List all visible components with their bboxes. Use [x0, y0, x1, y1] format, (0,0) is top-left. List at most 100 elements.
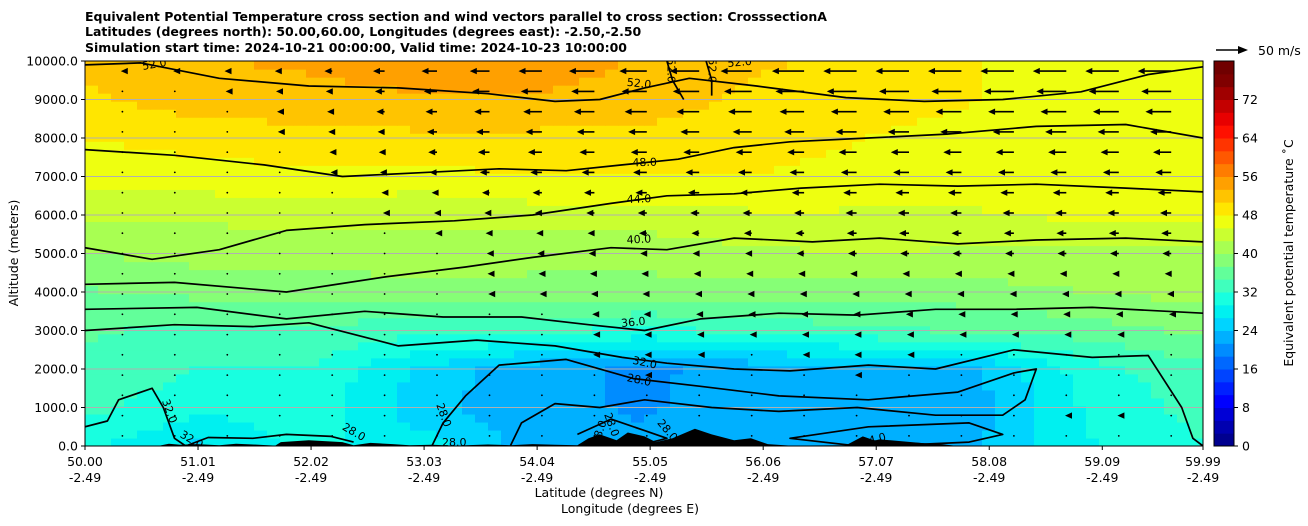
- field-cell: [137, 413, 151, 423]
- field-cell: [1125, 85, 1139, 94]
- field-cell: [865, 101, 879, 110]
- field-cell: [1047, 237, 1061, 247]
- field-cell: [566, 317, 580, 327]
- wind-vector-head: [690, 209, 698, 217]
- field-cell: [1125, 373, 1139, 383]
- field-cell: [1047, 421, 1061, 431]
- field-cell: [878, 389, 892, 399]
- field-cell: [176, 197, 190, 206]
- field-cell: [501, 109, 515, 118]
- field-cell: [618, 61, 632, 70]
- field-cell: [332, 69, 346, 78]
- field-cell: [878, 205, 892, 214]
- field-cell: [670, 181, 684, 190]
- field-cell: [215, 437, 229, 446]
- field-cell: [657, 149, 671, 158]
- field-cell: [1034, 109, 1048, 118]
- field-cell: [696, 253, 710, 263]
- field-cell: [696, 229, 710, 239]
- field-cell: [982, 197, 996, 206]
- field-cell: [1073, 141, 1087, 150]
- field-cell: [943, 221, 957, 231]
- field-cell: [280, 413, 294, 423]
- field-cell: [1177, 197, 1191, 206]
- field-cell: [189, 285, 203, 295]
- field-cell: [85, 333, 99, 343]
- field-cell: [150, 301, 164, 311]
- field-cell: [1151, 165, 1165, 174]
- field-cell: [1060, 389, 1074, 399]
- field-cell: [1151, 293, 1165, 303]
- field-cell: [540, 437, 554, 446]
- field-cell: [202, 181, 216, 190]
- field-cell: [1034, 269, 1048, 279]
- field-cell: [1047, 357, 1061, 367]
- wind-vector: [173, 171, 176, 174]
- field-cell: [1008, 69, 1022, 78]
- field-cell: [774, 381, 788, 391]
- field-cell: [865, 197, 879, 206]
- field-cell: [1138, 165, 1152, 174]
- field-cell: [202, 205, 216, 214]
- field-cell: [215, 285, 229, 295]
- field-cell: [488, 397, 502, 407]
- wind-vector-head: [1115, 311, 1123, 318]
- field-cell: [384, 213, 398, 223]
- field-cell: [176, 141, 190, 150]
- field-cell: [1047, 373, 1061, 383]
- field-cell: [176, 301, 190, 311]
- field-cell: [1099, 429, 1113, 439]
- field-cell: [384, 93, 398, 102]
- field-cell: [332, 413, 346, 423]
- field-cell: [202, 301, 216, 311]
- wind-vector: [173, 293, 176, 295]
- field-cell: [85, 69, 99, 78]
- field-cell: [735, 93, 749, 102]
- field-cell: [1086, 429, 1100, 439]
- field-cell: [709, 421, 723, 431]
- field-cell: [839, 349, 853, 359]
- field-cell: [397, 397, 411, 407]
- field-cell: [215, 253, 229, 263]
- field-cell: [943, 397, 957, 407]
- field-cell: [202, 357, 216, 367]
- field-cell: [683, 189, 697, 198]
- field-cell: [696, 165, 710, 174]
- field-cell: [735, 293, 749, 303]
- field-cell: [267, 173, 281, 182]
- field-cell: [267, 413, 281, 423]
- field-cell: [592, 69, 606, 78]
- field-cell: [683, 221, 697, 231]
- field-cell: [85, 317, 99, 327]
- field-cell: [956, 301, 970, 311]
- field-cell: [865, 397, 879, 407]
- field-cell: [358, 357, 372, 367]
- colorbar-swatch: [1214, 317, 1234, 331]
- wind-vector: [173, 90, 176, 93]
- field-cell: [1034, 117, 1048, 126]
- field-cell: [1125, 285, 1139, 295]
- field-cell: [189, 309, 203, 319]
- field-cell: [150, 229, 164, 239]
- field-cell: [410, 165, 424, 174]
- field-cell: [1008, 61, 1022, 70]
- field-cell: [267, 349, 281, 359]
- field-cell: [215, 317, 229, 327]
- field-cell: [215, 117, 229, 126]
- field-cell: [267, 181, 281, 190]
- field-cell: [891, 309, 905, 319]
- field-cell: [1164, 181, 1178, 190]
- field-cell: [1021, 341, 1035, 351]
- field-cell: [384, 61, 398, 70]
- field-cell: [358, 85, 372, 94]
- field-cell: [839, 421, 853, 431]
- field-cell: [98, 261, 112, 271]
- field-cell: [1086, 213, 1100, 223]
- field-cell: [449, 237, 463, 247]
- field-cell: [397, 293, 411, 303]
- field-cell: [540, 349, 554, 359]
- field-cell: [423, 421, 437, 431]
- field-cell: [1047, 277, 1061, 287]
- field-cell: [1099, 101, 1113, 110]
- wind-vector-head: [482, 189, 489, 196]
